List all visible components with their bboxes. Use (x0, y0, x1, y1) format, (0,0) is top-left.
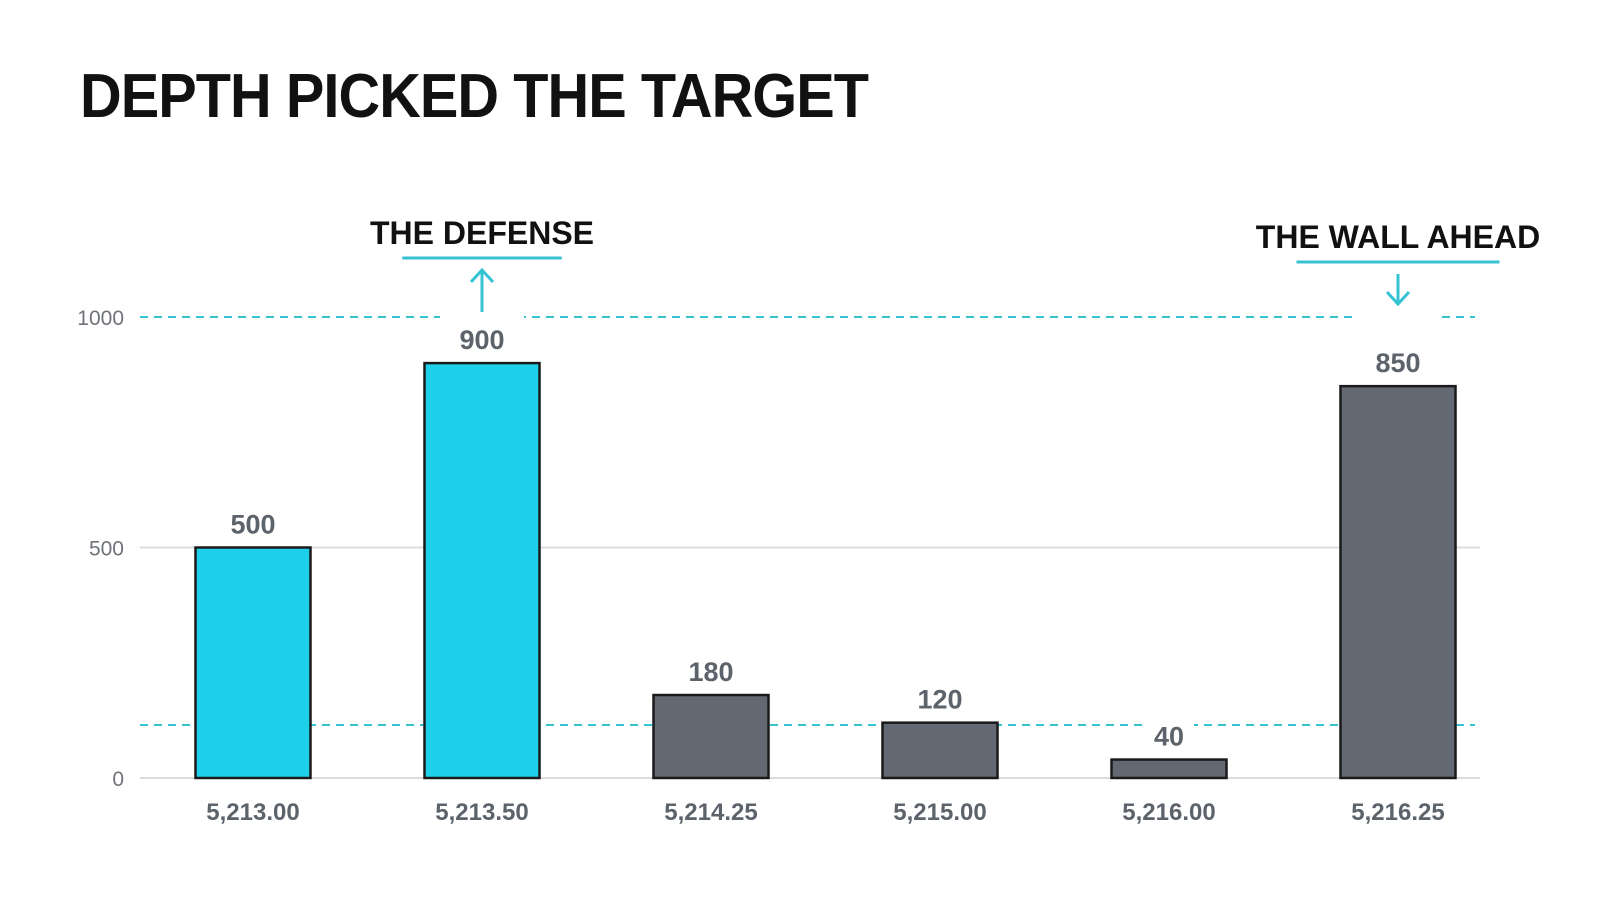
data-label-bg (678, 654, 744, 689)
y-tick-label: 0 (112, 768, 124, 791)
x-tick-label: 5,216.25 (1351, 799, 1444, 826)
data-label-bg (1144, 718, 1194, 753)
bar-3 (881, 721, 999, 780)
data-label-bg (1365, 345, 1431, 380)
annotation-label: THE DEFENSE (370, 215, 594, 251)
reference-lines (140, 316, 1475, 726)
arrow-head (469, 267, 495, 284)
bar-0 (194, 546, 312, 780)
y-tick-label: 1000 (77, 307, 124, 330)
data-label: 120 (917, 685, 962, 715)
bar-5 (1339, 384, 1457, 780)
bar-2 (652, 693, 770, 780)
data-label: 500 (230, 510, 275, 540)
bars-layer (194, 361, 1457, 780)
data-label-bg (220, 506, 286, 541)
annotation-label: THE WALL AHEAD (1256, 219, 1540, 255)
x-tick-label: 5,216.00 (1122, 799, 1215, 826)
annotations-layer: THE DEFENSE THE WALL AHEAD (370, 215, 1540, 330)
grid-layer (140, 546, 1480, 779)
data-label: 850 (1375, 348, 1420, 378)
x-tick-label: 5,215.00 (893, 799, 986, 826)
data-label-bg (907, 681, 973, 716)
data-label: 900 (459, 325, 504, 355)
data-label: 180 (688, 657, 733, 687)
data-label: 40 (1154, 722, 1184, 752)
chart-title: DEPTH PICKED THE TARGET (80, 62, 869, 131)
bar-1 (423, 361, 541, 780)
y-tick-label: 500 (89, 538, 124, 561)
arrow-head (1385, 290, 1411, 307)
x-tick-label: 5,213.00 (206, 799, 299, 826)
x-tick-label: 5,214.25 (664, 799, 757, 826)
x-tick-label: 5,213.50 (435, 799, 528, 826)
bar-4 (1110, 758, 1228, 780)
labels-layer: 0 500 1000 500 5,213.00 900 5,213.50 180 5,214.2… (77, 307, 1444, 826)
